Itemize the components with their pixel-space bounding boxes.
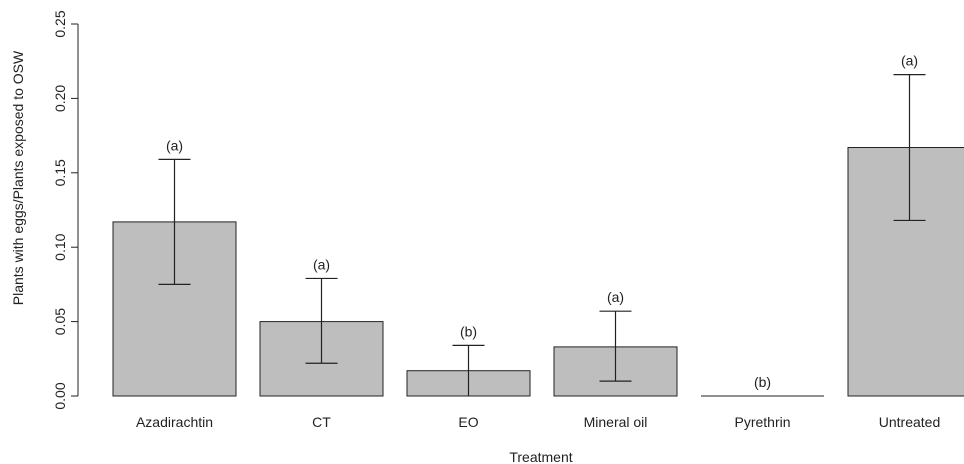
- error-bars: [158, 73, 926, 396]
- y-tick-label: 0.20: [52, 85, 68, 112]
- significance-label: (a): [166, 137, 183, 153]
- bars: [112, 147, 964, 397]
- y-tick-label: 0.25: [52, 10, 68, 37]
- x-category-label: Untreated: [879, 414, 940, 430]
- y-tick-label: 0.10: [52, 233, 68, 260]
- significance-label: (b): [460, 323, 477, 339]
- bar-untreated: [847, 147, 964, 397]
- significance-labels: (a) (a) (b) (a) (b) (a): [166, 53, 918, 390]
- y-tick-label: 0.15: [52, 159, 68, 186]
- x-category-label: Azadirachtin: [136, 414, 213, 430]
- x-category-label: Pyrethrin: [734, 414, 790, 430]
- x-category-label: CT: [312, 414, 331, 430]
- x-category-labels: Azadirachtin CT EO Mineral oil Pyrethrin Untr…: [136, 414, 940, 430]
- x-axis-title: Treatment: [509, 449, 572, 464]
- y-tick-label: 0.05: [52, 308, 68, 335]
- y-axis-title: Plants with eggs/Plants exposed to OSW: [10, 50, 26, 305]
- significance-label: (a): [901, 53, 918, 69]
- significance-label: (a): [313, 256, 330, 272]
- y-tick-label: 0.00: [52, 382, 68, 409]
- significance-label: (b): [754, 374, 771, 390]
- y-axis: 0.00 0.05 0.10 0.15 0.20 0.25: [52, 10, 79, 410]
- x-category-label: EO: [458, 414, 478, 430]
- x-category-label: Mineral oil: [584, 414, 648, 430]
- significance-label: (a): [607, 289, 624, 305]
